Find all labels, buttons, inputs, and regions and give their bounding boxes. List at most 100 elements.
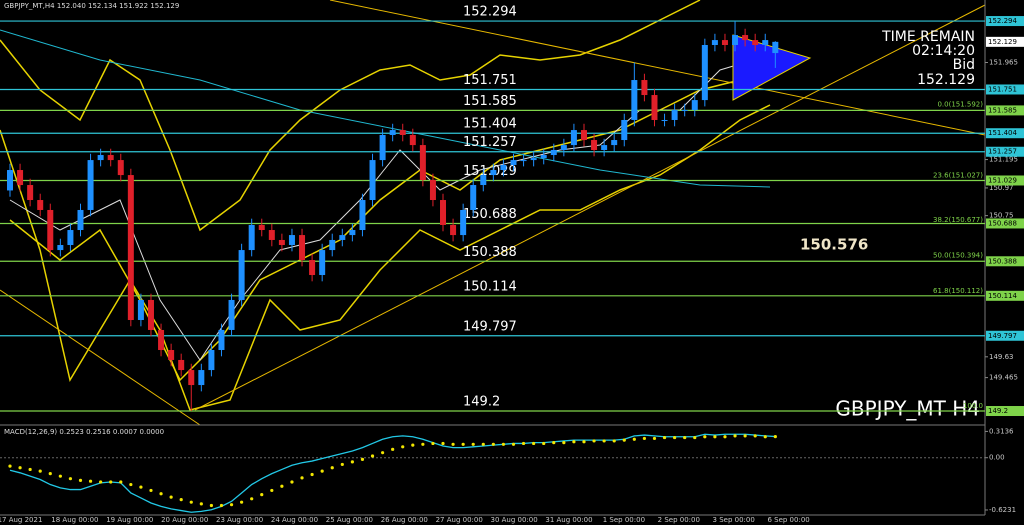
- axis-level-box: [986, 256, 1024, 267]
- signal-dot: [753, 434, 757, 438]
- x-tick-label: 17 Aug 2021: [0, 516, 42, 524]
- candle-body: [208, 350, 215, 371]
- axis-level-label: 150.688: [988, 219, 1017, 227]
- signal-dot: [310, 472, 314, 477]
- level-label: 150.114: [463, 279, 517, 294]
- candle-body: [480, 175, 487, 186]
- y-tick-label: 0.00: [989, 454, 1005, 462]
- signal-dot: [582, 440, 586, 444]
- candle-body: [440, 200, 447, 225]
- trend-line: [194, 4, 986, 411]
- level-label: 151.585: [463, 94, 517, 109]
- candle-body: [681, 110, 688, 112]
- candle-body: [721, 40, 728, 45]
- signal-dot: [703, 435, 707, 439]
- candle-body: [450, 224, 457, 236]
- signal-dot: [562, 441, 566, 445]
- y-tick-label: 0.3136: [989, 427, 1014, 435]
- fib-label: 0.0(151.592): [937, 101, 983, 109]
- signal-dot: [622, 438, 626, 442]
- signal-dot: [743, 434, 747, 438]
- signal-dot: [78, 478, 83, 482]
- x-tick-label: 1 Sep 00:00: [603, 516, 645, 524]
- signal-dot: [481, 442, 485, 446]
- bid-axis-label: 152.129: [988, 38, 1017, 46]
- candle-body: [611, 140, 618, 146]
- candle-body: [570, 130, 577, 146]
- y-tick-label: 149.63: [989, 353, 1014, 361]
- x-tick-label: 3 Sep 00:00: [713, 516, 755, 524]
- candle-body: [228, 299, 235, 330]
- candle-body: [339, 235, 346, 240]
- candle-body: [137, 299, 144, 321]
- level-label: 150.388: [463, 245, 517, 260]
- candle-body: [409, 134, 416, 146]
- candle-body: [57, 245, 64, 251]
- signal-dot: [521, 441, 526, 446]
- fib-label: 100.0: [963, 402, 983, 410]
- candle-body: [701, 44, 708, 101]
- signal-dot: [229, 503, 234, 507]
- signal-dot: [189, 500, 193, 504]
- level-label: 149.2: [463, 395, 500, 410]
- axis-level-box: [986, 128, 1024, 139]
- candle-body: [17, 170, 24, 186]
- signal-dot: [763, 435, 767, 439]
- fib-label: 38.2(150.677): [933, 216, 983, 224]
- signal-dot: [209, 503, 213, 508]
- candle-body: [500, 164, 507, 171]
- x-tick-label: 18 Aug 00:00: [51, 516, 98, 524]
- candle-body: [127, 175, 134, 321]
- candle-body: [419, 145, 426, 180]
- candle-body: [168, 350, 175, 360]
- signal-dot: [380, 451, 385, 455]
- candle-body: [711, 40, 718, 45]
- x-tick-label: 19 Aug 00:00: [106, 516, 153, 524]
- axis-level-box: [986, 84, 1024, 95]
- signal-dot: [219, 503, 224, 508]
- candle-body: [671, 110, 678, 120]
- candle-body: [349, 230, 356, 236]
- signal-dot: [119, 480, 123, 484]
- signal-dot: [48, 472, 52, 476]
- time-remain-label: TIME REMAIN: [881, 29, 975, 45]
- y-tick-label: 149.465: [989, 374, 1018, 382]
- candle-body: [188, 370, 195, 386]
- candle-body: [470, 185, 477, 210]
- signal-dot: [68, 477, 73, 481]
- bid-label: Bid: [953, 57, 975, 73]
- signal-dot: [441, 441, 445, 446]
- y-tick-label: 151.965: [989, 59, 1018, 67]
- signal-dot: [270, 488, 274, 493]
- signal-dot: [8, 464, 12, 468]
- candle-body: [329, 239, 336, 251]
- signal-dot: [592, 439, 596, 443]
- signal-dot: [330, 466, 334, 470]
- candle-body: [520, 160, 527, 162]
- level-label: 151.257: [463, 135, 517, 150]
- candle-body: [77, 209, 84, 231]
- signal-dot: [632, 437, 636, 441]
- signal-dot: [139, 485, 143, 489]
- signal-dot: [199, 502, 203, 506]
- fib-label: 61.8(150.112): [933, 287, 983, 295]
- y-tick-label: 151.195: [989, 156, 1018, 164]
- signal-dot: [501, 442, 506, 446]
- candle-body: [258, 224, 265, 231]
- bid-box: [986, 36, 1024, 47]
- signal-dot: [340, 462, 344, 467]
- axis-level-label: 151.257: [988, 148, 1017, 156]
- signal-dot: [280, 484, 284, 488]
- signal-dot: [58, 474, 62, 478]
- candle-body: [661, 119, 668, 121]
- axis-level-label: 152.294: [988, 17, 1017, 25]
- candle-body: [147, 299, 154, 330]
- signal-dot: [693, 435, 697, 440]
- axis-level-box: [986, 218, 1024, 229]
- signal-dot: [129, 482, 133, 487]
- x-tick-label: 23 Aug 00:00: [216, 516, 263, 524]
- axis-level-box: [986, 290, 1024, 301]
- candle-body: [359, 200, 366, 231]
- axis-level-label: 151.404: [988, 129, 1017, 137]
- signal-dot: [18, 466, 22, 470]
